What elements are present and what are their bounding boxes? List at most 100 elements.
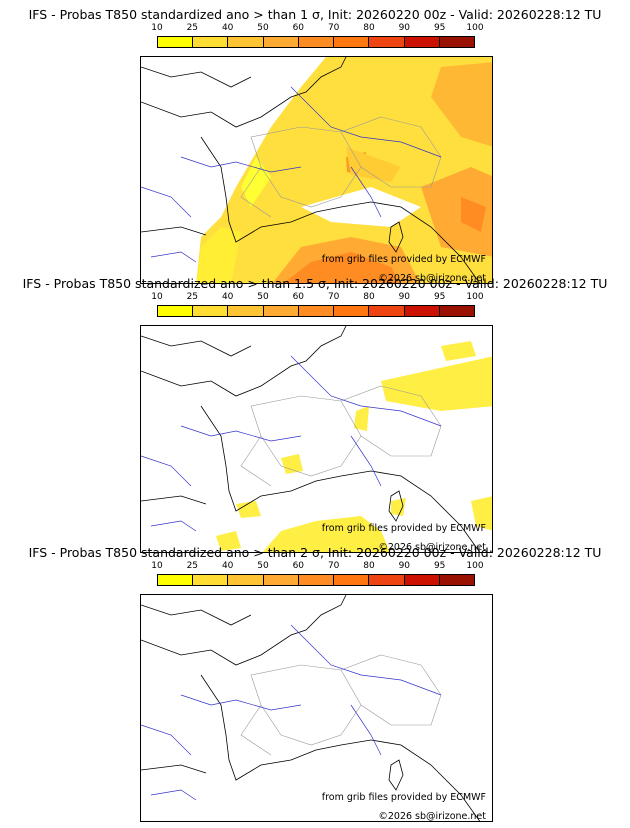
island <box>388 490 404 522</box>
colorbar-tick: 100 <box>466 561 484 571</box>
river <box>180 425 302 442</box>
colorbar-tick: 90 <box>398 561 411 571</box>
colorbar-tick: 60 <box>292 23 305 33</box>
no-prob-area <box>301 187 421 227</box>
colorbar-segment <box>404 306 440 316</box>
colorbar-segment <box>334 37 370 47</box>
map-area: from grib files provided by ECMWF ©2026 … <box>140 325 493 553</box>
map-panel-3: IFS - Probas T850 standardized ano > tha… <box>0 546 630 822</box>
probability-map <box>141 326 492 552</box>
colorbar-tick: 50 <box>257 292 269 302</box>
colorbar-tick: 50 <box>257 23 269 33</box>
colorbar-tick: 25 <box>186 561 199 571</box>
probability-map <box>141 57 492 283</box>
colorbar-segment <box>369 575 405 585</box>
coastline <box>141 495 207 505</box>
prob-area-10 <box>196 227 241 283</box>
colorbar-segment <box>439 575 474 585</box>
panel-title: IFS - Probas T850 standardized ano > tha… <box>22 276 608 291</box>
colorbar-segment <box>228 306 264 316</box>
colorbar-tick: 10 <box>151 23 163 33</box>
river <box>290 355 442 427</box>
coastline <box>200 136 481 283</box>
river <box>350 704 382 756</box>
coastline <box>141 595 347 666</box>
colorbar-segment <box>263 575 299 585</box>
coastline <box>141 604 252 626</box>
colorbar-tick: 50 <box>257 561 269 571</box>
prob-area-10 <box>281 454 303 474</box>
copyright-text: ©2026 sb@irizone.net <box>378 273 486 284</box>
prob-area-10 <box>236 501 261 518</box>
colorbar-tick: 25 <box>186 292 199 302</box>
credit-text: from grib files provided by ECMWF <box>321 792 486 803</box>
colorbar <box>157 36 475 48</box>
colorbar-segment <box>263 306 299 316</box>
prob-area-10 <box>346 147 401 182</box>
copyright-text: ©2026 sb@irizone.net <box>378 542 486 553</box>
colorbar-segment <box>193 575 229 585</box>
coastline <box>200 674 481 821</box>
colorbar-tick: 80 <box>363 23 375 33</box>
coastline <box>141 764 207 774</box>
river <box>350 435 382 487</box>
colorbar-segment <box>158 575 194 585</box>
river <box>150 520 197 532</box>
colorbar-tick: 40 <box>221 561 234 571</box>
credit-text: from grib files provided by ECMWF <box>321 523 486 534</box>
colorbar-tick: 80 <box>363 292 375 302</box>
colorbar-tick: 60 <box>292 292 305 302</box>
river <box>350 166 382 218</box>
map-panel-1: IFS - Probas T850 standardized ano > tha… <box>0 7 630 284</box>
river <box>141 724 192 756</box>
colorbar-segment <box>263 37 299 47</box>
colorbar-segment <box>334 306 370 316</box>
colorbar-segment <box>228 37 264 47</box>
river <box>150 789 197 801</box>
coastline <box>200 405 481 552</box>
island <box>388 221 404 253</box>
colorbar-tick: 95 <box>433 23 446 33</box>
colorbar-segment <box>334 575 370 585</box>
river <box>141 455 192 487</box>
prob-area-10 <box>216 531 241 551</box>
colorbar-tick: 70 <box>327 292 340 302</box>
colorbar-segment <box>228 575 264 585</box>
colorbar-tick: 10 <box>151 561 163 571</box>
river <box>180 156 302 173</box>
coastline <box>141 226 207 236</box>
colorbar-segment <box>193 37 229 47</box>
colorbar-tick: 10 <box>151 292 163 302</box>
prob-area-10 <box>471 496 492 531</box>
prob-area-10 <box>354 406 369 431</box>
river <box>180 694 302 711</box>
copyright-text: ©2026 sb@irizone.net <box>378 811 486 822</box>
map-area: from grib files provided by ECMWF ©2026 … <box>140 594 493 822</box>
prob-area-10 <box>196 57 492 283</box>
river <box>150 251 197 263</box>
colorbar-segment <box>158 37 194 47</box>
country-border <box>250 395 362 477</box>
coastline <box>141 66 252 88</box>
prob-area-10 <box>381 356 492 411</box>
map-panel-2: IFS - Probas T850 standardized ano > tha… <box>0 276 630 553</box>
country-border <box>240 166 272 218</box>
colorbar-ticks: 10 25 40 50 60 70 80 90 95 100 <box>151 561 483 573</box>
colorbar-tick: 60 <box>292 561 305 571</box>
river <box>290 86 442 158</box>
prob-area-10 <box>441 341 476 361</box>
colorbar-tick: 70 <box>327 561 340 571</box>
colorbar-tick: 80 <box>363 561 375 571</box>
country-border <box>240 704 272 756</box>
river <box>141 186 192 218</box>
island <box>388 759 404 791</box>
coastline <box>141 57 347 128</box>
prob-area-10 <box>262 516 391 552</box>
colorbar-tick: 40 <box>221 23 234 33</box>
country-border <box>250 126 362 208</box>
credit-text: from grib files provided by ECMWF <box>321 254 486 265</box>
colorbar-tick: 90 <box>398 292 411 302</box>
panel-title: IFS - Probas T850 standardized ano > tha… <box>28 7 602 22</box>
colorbar-ticks: 10 25 40 50 60 70 80 90 95 100 <box>151 292 483 304</box>
colorbar-tick: 95 <box>433 292 446 302</box>
